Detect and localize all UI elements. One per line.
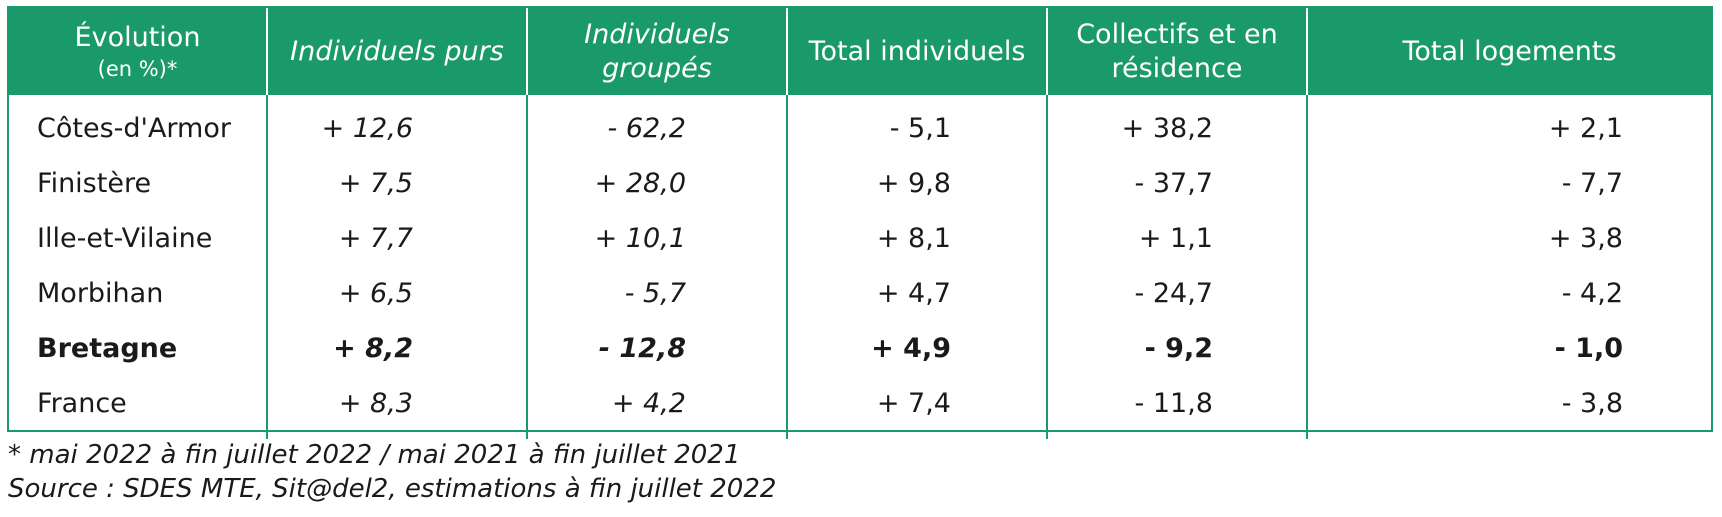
evolution-table: Évolution (en %)* Individuels purs Indiv… xyxy=(9,8,1711,439)
cell-individuels-groupes: - 12,8 xyxy=(527,321,788,376)
header-total-logements: Total logements xyxy=(1307,8,1711,95)
header-collectifs: Collectifs et en résidence xyxy=(1047,8,1308,95)
cell-total-logements: + 2,1 xyxy=(1548,113,1623,144)
cell-individuels-groupes: + 10,1 xyxy=(527,211,788,266)
cell-total-individuels: - 5,1 xyxy=(787,95,1048,156)
header-evolution-label: Évolution xyxy=(74,21,201,53)
header-row: Évolution (en %)* Individuels purs Indiv… xyxy=(9,8,1711,95)
row-label: France xyxy=(9,376,268,439)
cell-total-individuels: + 7,4 xyxy=(787,376,1048,439)
cell-total-logements: - 4,2 xyxy=(1561,278,1623,309)
cell-individuels-purs: + 7,7 xyxy=(267,211,528,266)
cell-individuels-purs: + 7,5 xyxy=(267,156,528,211)
cell-collectifs: + 1,1 xyxy=(1047,211,1308,266)
cell-individuels-purs: + 6,5 xyxy=(267,266,528,321)
row-label: Morbihan xyxy=(9,266,268,321)
table-row: Côtes-d'Armor + 12,6 - 62,2 - 5,1 + 38,2… xyxy=(9,95,1711,156)
cell-total-individuels: + 4,7 xyxy=(787,266,1048,321)
cell-individuels-purs: + 12,6 xyxy=(267,95,528,156)
cell-collectifs: - 37,7 xyxy=(1047,156,1308,211)
cell-individuels-groupes: - 62,2 xyxy=(527,95,788,156)
cell-total-logements: + 3,8 xyxy=(1548,223,1623,254)
row-label: Finistère xyxy=(9,156,268,211)
cell-total-logements: - 3,8 xyxy=(1561,388,1623,419)
table-row: Finistère + 7,5 + 28,0 + 9,8 - 37,7 - 7,… xyxy=(9,156,1711,211)
header-total-individuels: Total individuels xyxy=(787,8,1048,95)
source-note: Source : SDES MTE, Sit@del2, estimations… xyxy=(8,474,777,504)
header-individuels-purs: Individuels purs xyxy=(267,8,528,95)
cell-total-individuels: + 4,9 xyxy=(787,321,1048,376)
table-row: Morbihan + 6,5 - 5,7 + 4,7 - 24,7 - 4,2 xyxy=(9,266,1711,321)
cell-collectifs: + 38,2 xyxy=(1047,95,1308,156)
table-body: Côtes-d'Armor + 12,6 - 62,2 - 5,1 + 38,2… xyxy=(9,95,1711,439)
table-row: Ille-et-Vilaine + 7,7 + 10,1 + 8,1 + 1,1… xyxy=(9,211,1711,266)
cell-total-logements: - 1,0 xyxy=(1554,333,1623,364)
cell-individuels-groupes: + 28,0 xyxy=(527,156,788,211)
table-header: Évolution (en %)* Individuels purs Indiv… xyxy=(9,8,1711,95)
cell-collectifs: - 11,8 xyxy=(1047,376,1308,439)
cell-individuels-purs: + 8,3 xyxy=(267,376,528,439)
table-row-total: Bretagne + 8,2 - 12,8 + 4,9 - 9,2 - 1,0 xyxy=(9,321,1711,376)
table-row: France + 8,3 + 4,2 + 7,4 - 11,8 - 3,8 xyxy=(9,376,1711,439)
cell-total-individuels: + 8,1 xyxy=(787,211,1048,266)
row-label: Côtes-d'Armor xyxy=(9,95,268,156)
cell-total-logements: - 7,7 xyxy=(1561,168,1623,199)
cell-collectifs: - 24,7 xyxy=(1047,266,1308,321)
header-individuels-groupes: Individuels groupés xyxy=(527,8,788,95)
cell-individuels-groupes: - 5,7 xyxy=(527,266,788,321)
period-note: * mai 2022 à fin juillet 2022 / mai 2021… xyxy=(8,440,741,470)
row-label: Ille-et-Vilaine xyxy=(9,211,268,266)
header-evolution: Évolution (en %)* xyxy=(9,8,268,95)
header-evolution-unit: (en %)* xyxy=(97,56,178,81)
table-notes: * mai 2022 à fin juillet 2022 / mai 2021… xyxy=(8,438,776,506)
row-label: Bretagne xyxy=(9,321,268,376)
cell-individuels-purs: + 8,2 xyxy=(267,321,528,376)
cell-total-individuels: + 9,8 xyxy=(787,156,1048,211)
cell-individuels-groupes: + 4,2 xyxy=(527,376,788,439)
cell-collectifs: - 9,2 xyxy=(1047,321,1308,376)
data-table-container: Évolution (en %)* Individuels purs Indiv… xyxy=(7,6,1713,439)
